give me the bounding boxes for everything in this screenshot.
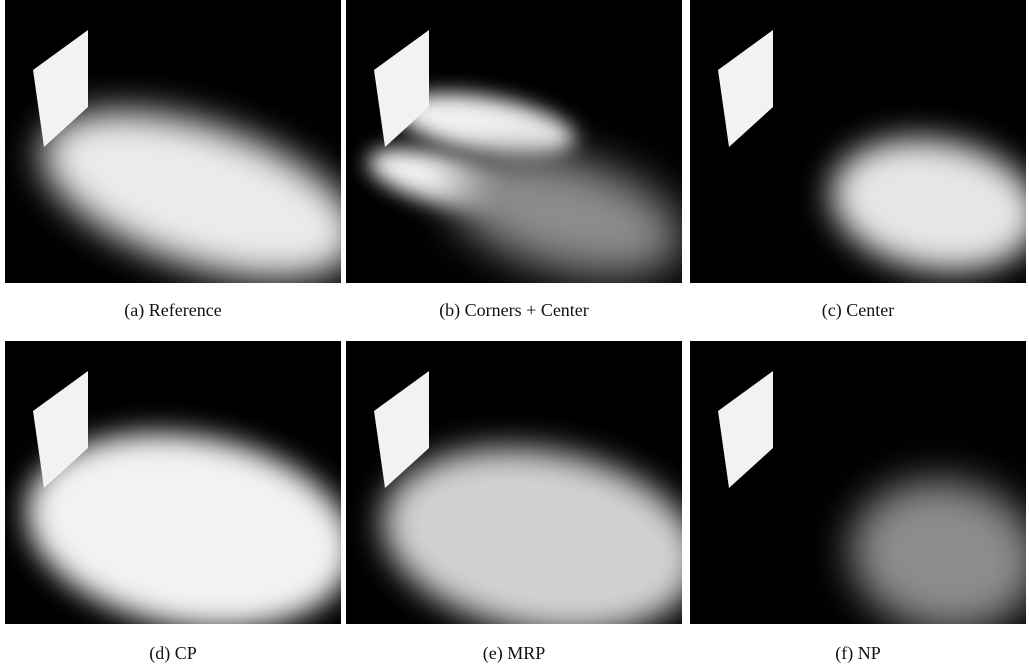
render-image <box>5 0 341 283</box>
caption: (a) Reference <box>5 300 341 321</box>
render-image <box>690 0 1026 283</box>
caption: (d) CP <box>5 643 341 664</box>
render-image <box>690 341 1026 624</box>
render-image <box>346 0 682 283</box>
caption: (f) NP <box>690 643 1026 664</box>
caption: (c) Center <box>690 300 1026 321</box>
render-image <box>346 341 682 624</box>
render-image <box>5 341 341 624</box>
caption: (b) Corners + Center <box>346 300 682 321</box>
caption: (e) MRP <box>346 643 682 664</box>
figure: (a) Reference(b) Corners + Center (c) Cen… <box>0 0 1029 669</box>
